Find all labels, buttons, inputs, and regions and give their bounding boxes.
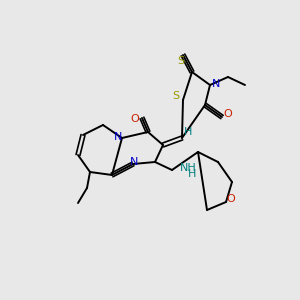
Text: S: S <box>177 56 184 66</box>
Text: NH: NH <box>180 163 197 173</box>
Text: N: N <box>212 79 220 89</box>
Text: N: N <box>130 157 138 167</box>
Text: S: S <box>172 91 180 101</box>
Text: N: N <box>114 132 122 142</box>
Text: H: H <box>184 127 192 137</box>
Text: O: O <box>226 194 236 204</box>
Text: O: O <box>224 109 232 119</box>
Text: O: O <box>130 114 140 124</box>
Text: H: H <box>188 169 196 179</box>
